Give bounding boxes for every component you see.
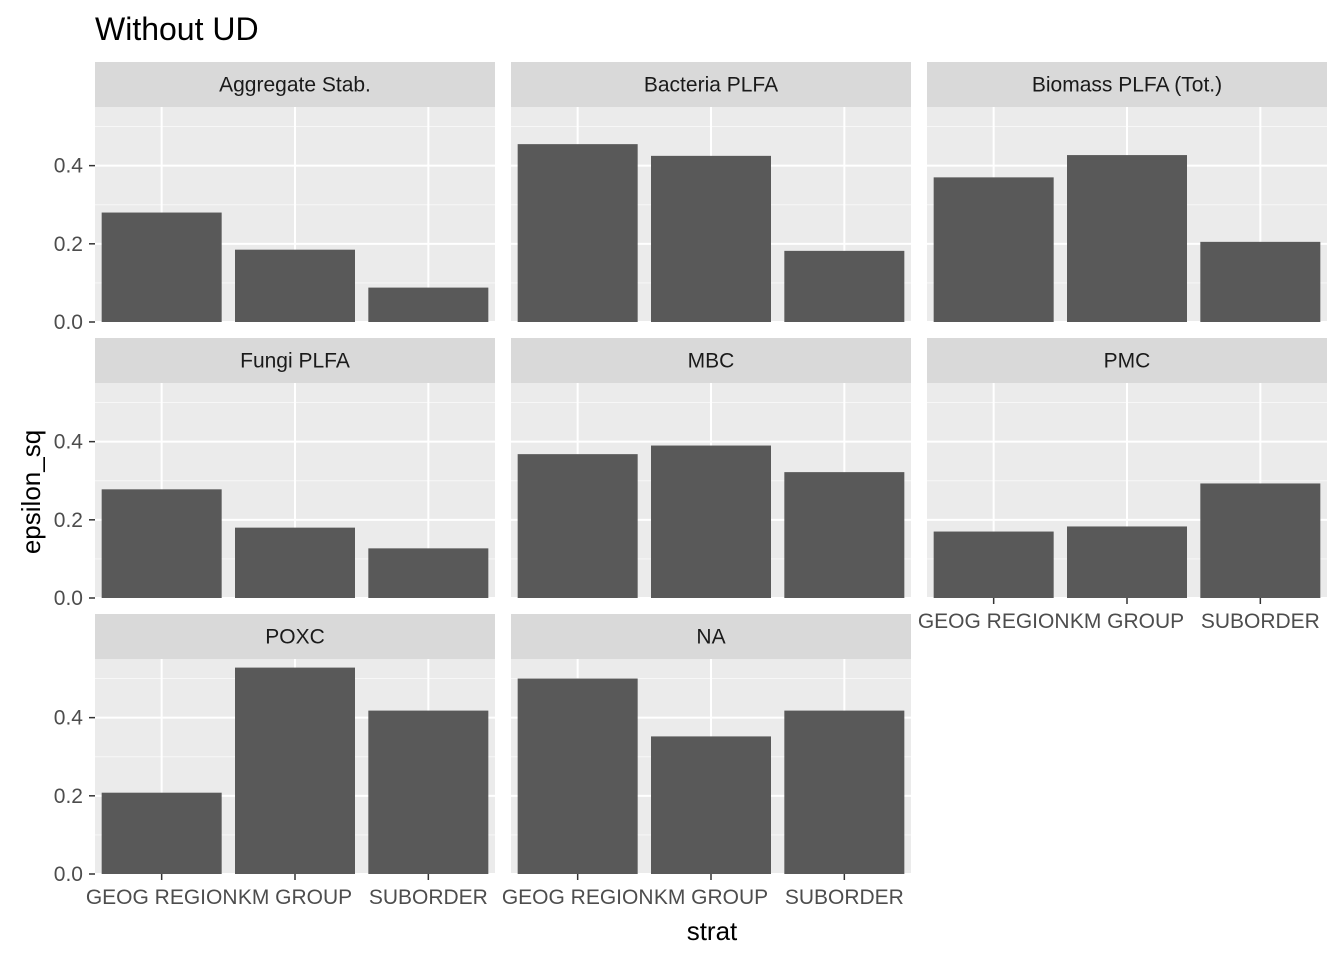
- bar: [1200, 241, 1321, 322]
- facet-strip: [95, 62, 495, 107]
- facet-strip: [927, 338, 1327, 383]
- facet-label: PMC: [1104, 350, 1151, 373]
- x-tick-label: KM GROUP: [654, 886, 768, 909]
- facet-panel: Fungi PLFA 0.0 0.2 0.4: [54, 338, 495, 610]
- bar: [517, 144, 638, 322]
- chart-title: Without UD: [95, 11, 259, 47]
- bar: [517, 678, 638, 874]
- bar: [101, 212, 222, 322]
- x-tick-label: KM GROUP: [238, 886, 352, 909]
- bar: [235, 249, 355, 322]
- bar: [1067, 155, 1187, 322]
- x-tick-label: GEOG REGION: [86, 886, 238, 909]
- y-tick-label: 0.2: [54, 785, 83, 808]
- y-tick-label: 0.4: [54, 707, 84, 730]
- bar: [1067, 526, 1187, 598]
- y-tick-label: 0.2: [54, 233, 83, 256]
- x-axis-title: strat: [687, 916, 738, 946]
- bar: [235, 527, 355, 598]
- facet-panel: NA GEOG REGION KM GROUP SUBORDER: [502, 614, 911, 909]
- bar: [368, 287, 489, 322]
- bar: [368, 710, 489, 874]
- facet-panel: MBC: [511, 338, 911, 599]
- x-tick-label: GEOG REGION: [918, 610, 1070, 633]
- facet-panel: Aggregate Stab. 0.0 0.2 0.4: [54, 62, 495, 334]
- y-tick-label: 0.4: [54, 155, 84, 178]
- x-tick-label: SUBORDER: [369, 886, 488, 909]
- bar: [101, 792, 222, 874]
- facet-label: MBC: [688, 350, 735, 373]
- y-tick-label: 0.0: [54, 863, 83, 886]
- y-tick-label: 0.0: [54, 587, 83, 610]
- facet-strip: [511, 338, 911, 383]
- y-tick-label: 0.2: [54, 509, 83, 532]
- bar: [517, 454, 638, 598]
- facet-strip: [511, 614, 911, 659]
- x-tick-label: SUBORDER: [1201, 610, 1320, 633]
- facet-strip: [511, 62, 911, 107]
- bar: [784, 710, 905, 874]
- bar: [784, 250, 905, 322]
- facet-label: Aggregate Stab.: [219, 74, 371, 97]
- facet-strip: [95, 338, 495, 383]
- facet-panel: Biomass PLFA (Tot.): [927, 62, 1327, 323]
- facet-panel: Bacteria PLFA: [511, 62, 911, 323]
- x-tick-label: SUBORDER: [785, 886, 904, 909]
- y-tick-label: 0.4: [54, 431, 84, 454]
- facet-strip: [927, 62, 1327, 107]
- y-tick-label: 0.0: [54, 311, 83, 334]
- bar: [368, 548, 489, 598]
- x-tick-label: KM GROUP: [1070, 610, 1184, 633]
- bar: [933, 531, 1054, 598]
- facet-label: Fungi PLFA: [240, 350, 350, 373]
- bar: [651, 445, 771, 598]
- bar: [235, 667, 355, 874]
- bar: [784, 472, 905, 598]
- y-axis-title: epsilon_sq: [16, 430, 46, 554]
- x-tick-label: GEOG REGION: [502, 886, 654, 909]
- bar: [651, 736, 771, 874]
- facet-strip: [95, 614, 495, 659]
- bar: [651, 155, 771, 322]
- facet-panel: POXC 0.0 0.2 0.4 GEOG REGION KM GROUP SUBORDER: [54, 614, 495, 909]
- bar: [1200, 483, 1321, 598]
- bar: [101, 489, 222, 598]
- facet-label: Bacteria PLFA: [644, 74, 778, 97]
- facet-label: NA: [696, 626, 725, 649]
- facet-label: POXC: [265, 626, 325, 649]
- facet-panel: PMC GEOG REGION KM GROUP SUBORDER: [918, 338, 1327, 633]
- facet-panels: Aggregate Stab. 0.0 0.2 0.4 Bacteria PLFA Bio…: [54, 62, 1327, 909]
- bar: [933, 177, 1054, 322]
- facet-label: Biomass PLFA (Tot.): [1032, 74, 1222, 97]
